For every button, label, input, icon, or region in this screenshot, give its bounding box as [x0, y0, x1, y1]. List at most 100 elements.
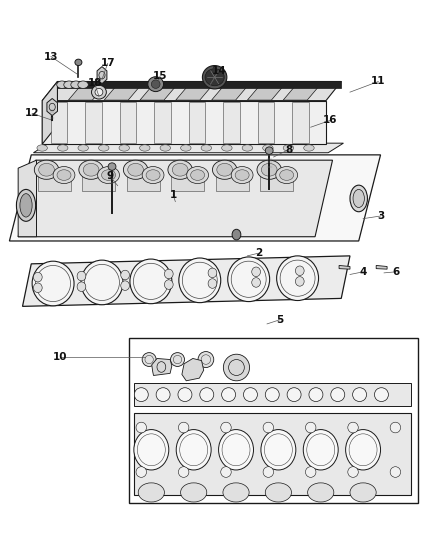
Text: 3: 3 — [377, 211, 384, 221]
Polygon shape — [42, 101, 326, 144]
Text: 14: 14 — [212, 66, 226, 76]
Ellipse shape — [121, 270, 130, 280]
Polygon shape — [154, 102, 171, 143]
Ellipse shape — [128, 164, 144, 176]
Ellipse shape — [53, 166, 75, 183]
Ellipse shape — [180, 483, 207, 502]
Ellipse shape — [33, 283, 42, 293]
Ellipse shape — [222, 145, 232, 151]
Polygon shape — [97, 67, 107, 84]
Polygon shape — [261, 176, 293, 191]
Polygon shape — [376, 265, 387, 269]
Ellipse shape — [348, 422, 358, 433]
Ellipse shape — [134, 430, 169, 470]
Ellipse shape — [353, 189, 364, 207]
Ellipse shape — [191, 169, 205, 180]
Polygon shape — [33, 143, 343, 153]
Ellipse shape — [350, 483, 376, 502]
Ellipse shape — [252, 278, 261, 287]
Polygon shape — [18, 160, 332, 237]
Text: 17: 17 — [100, 59, 115, 68]
Ellipse shape — [178, 422, 189, 433]
Ellipse shape — [71, 81, 81, 88]
Ellipse shape — [164, 280, 173, 289]
Ellipse shape — [303, 430, 338, 470]
Ellipse shape — [142, 166, 164, 183]
Ellipse shape — [119, 145, 130, 151]
Text: 16: 16 — [323, 115, 338, 125]
Ellipse shape — [34, 160, 59, 179]
Text: 4: 4 — [360, 267, 367, 277]
Polygon shape — [82, 176, 115, 191]
Ellipse shape — [77, 271, 86, 281]
Polygon shape — [182, 359, 204, 381]
Ellipse shape — [295, 266, 304, 276]
Polygon shape — [258, 102, 275, 143]
Ellipse shape — [78, 81, 88, 88]
Text: 18: 18 — [87, 78, 102, 88]
Polygon shape — [22, 256, 350, 306]
Ellipse shape — [151, 80, 160, 88]
Ellipse shape — [221, 467, 231, 478]
Ellipse shape — [95, 88, 103, 96]
Ellipse shape — [265, 387, 279, 401]
Ellipse shape — [353, 387, 367, 401]
Polygon shape — [47, 99, 57, 116]
Text: 10: 10 — [53, 352, 67, 362]
Text: 11: 11 — [371, 77, 385, 86]
Ellipse shape — [98, 166, 120, 183]
Polygon shape — [292, 102, 309, 143]
Ellipse shape — [223, 483, 249, 502]
Ellipse shape — [178, 387, 192, 401]
Ellipse shape — [140, 145, 150, 151]
Ellipse shape — [263, 145, 273, 151]
Ellipse shape — [252, 267, 261, 277]
Polygon shape — [57, 82, 341, 88]
Text: 12: 12 — [25, 108, 39, 118]
Text: 1: 1 — [170, 190, 177, 200]
Ellipse shape — [130, 259, 172, 304]
Ellipse shape — [39, 164, 54, 176]
Ellipse shape — [276, 166, 297, 183]
Polygon shape — [223, 102, 240, 143]
Ellipse shape — [231, 166, 253, 183]
Ellipse shape — [309, 387, 323, 401]
Ellipse shape — [208, 279, 217, 288]
Text: 5: 5 — [276, 314, 284, 325]
Polygon shape — [212, 82, 251, 100]
Ellipse shape — [305, 467, 316, 478]
Ellipse shape — [146, 169, 160, 180]
Ellipse shape — [201, 145, 212, 151]
Ellipse shape — [57, 169, 71, 180]
Polygon shape — [216, 176, 249, 191]
Ellipse shape — [228, 257, 270, 302]
Polygon shape — [152, 359, 172, 375]
Ellipse shape — [295, 277, 304, 286]
Ellipse shape — [136, 422, 147, 433]
Ellipse shape — [263, 467, 274, 478]
Polygon shape — [51, 102, 67, 143]
Ellipse shape — [283, 145, 293, 151]
Ellipse shape — [32, 261, 74, 306]
Bar — [134, 383, 411, 406]
Ellipse shape — [99, 145, 109, 151]
Text: 13: 13 — [44, 52, 58, 61]
Ellipse shape — [232, 229, 241, 240]
Polygon shape — [68, 82, 108, 100]
Ellipse shape — [261, 430, 296, 470]
Ellipse shape — [33, 272, 42, 282]
Ellipse shape — [77, 282, 86, 292]
Ellipse shape — [20, 193, 32, 217]
Ellipse shape — [235, 169, 249, 180]
Ellipse shape — [346, 430, 381, 470]
Ellipse shape — [280, 169, 293, 180]
Ellipse shape — [217, 164, 233, 176]
Ellipse shape — [221, 422, 231, 433]
Polygon shape — [104, 82, 144, 100]
Ellipse shape — [205, 69, 224, 86]
Polygon shape — [189, 102, 205, 143]
Ellipse shape — [16, 189, 35, 221]
Ellipse shape — [265, 147, 273, 155]
Ellipse shape — [374, 387, 389, 401]
Ellipse shape — [37, 145, 47, 151]
